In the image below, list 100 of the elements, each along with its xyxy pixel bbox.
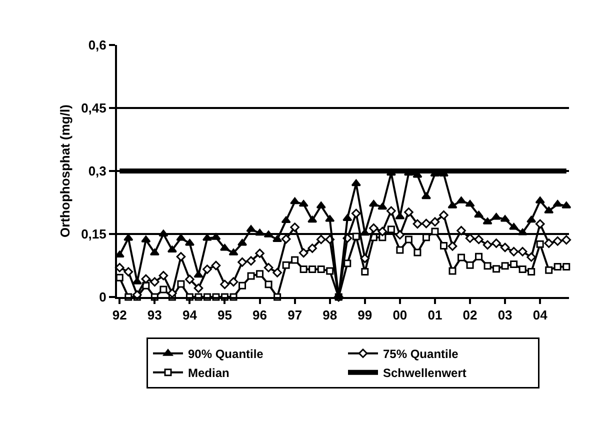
point [132, 278, 142, 284]
point [352, 232, 360, 240]
y-tick-label: 0,45 [81, 100, 106, 116]
point [184, 238, 194, 246]
y-tick-label: 0 [99, 290, 106, 305]
x-tick-label: 01 [428, 308, 442, 323]
point [325, 215, 335, 222]
point [272, 235, 282, 242]
x-tick-label: 93 [147, 308, 162, 323]
point [298, 200, 308, 207]
point [264, 280, 272, 288]
point [361, 268, 369, 276]
point [308, 216, 318, 223]
point [290, 222, 300, 232]
point [509, 246, 518, 256]
point [554, 263, 562, 271]
point [194, 284, 204, 293]
point [378, 202, 388, 210]
y-tick-label: 0,15 [81, 226, 106, 242]
point [500, 242, 510, 252]
point [369, 223, 378, 233]
x-tick-label: 99 [358, 308, 372, 323]
point [177, 280, 185, 288]
point [404, 168, 414, 176]
point [395, 230, 405, 240]
point [202, 264, 212, 274]
point [158, 270, 168, 280]
point [562, 235, 572, 245]
point [254, 228, 265, 236]
point [246, 256, 256, 266]
point [211, 260, 221, 270]
point [544, 206, 554, 214]
x-tick-label: 00 [392, 308, 408, 323]
point [518, 266, 526, 274]
point [386, 206, 396, 216]
point [160, 286, 168, 294]
point [386, 168, 396, 176]
legend-label: 90% Quantile [188, 347, 264, 361]
y-tick-label: 0,3 [88, 164, 106, 179]
point [308, 244, 317, 253]
x-tick-label: 95 [218, 308, 232, 323]
point [360, 254, 370, 264]
point [474, 210, 484, 218]
point [281, 216, 291, 224]
point [368, 200, 378, 207]
point [492, 265, 500, 273]
point [544, 238, 554, 248]
point [535, 196, 545, 204]
point [158, 230, 168, 236]
point [510, 260, 518, 268]
point [387, 226, 395, 234]
legend-label: 75% Quantile [383, 347, 459, 361]
point [264, 262, 274, 272]
point [228, 248, 238, 256]
point [272, 268, 282, 278]
point [484, 262, 492, 270]
point [194, 270, 204, 278]
point [282, 261, 290, 269]
point [501, 262, 509, 270]
point [211, 233, 221, 240]
y-axis-title: Orthophosphat (mg/l) [58, 104, 73, 238]
x-tick-label: 94 [182, 308, 198, 323]
point [185, 274, 194, 284]
point [255, 248, 264, 258]
point [465, 200, 475, 207]
point [256, 270, 264, 278]
point [430, 217, 440, 226]
point [141, 236, 151, 242]
point [202, 234, 212, 241]
point [448, 202, 458, 208]
x-tick-label: 92 [112, 308, 127, 323]
point [281, 234, 291, 244]
point [431, 228, 439, 236]
x-tick-label: 98 [322, 308, 338, 323]
point [414, 248, 422, 256]
point [316, 234, 326, 244]
point [448, 242, 458, 251]
point [456, 226, 466, 236]
x-tick-label: 97 [288, 308, 302, 323]
point [298, 248, 308, 258]
point [395, 212, 405, 220]
point [404, 236, 412, 244]
point [238, 282, 246, 290]
point [238, 257, 247, 267]
point [474, 234, 484, 244]
point [342, 214, 352, 221]
point [492, 238, 501, 248]
point [535, 219, 545, 229]
point [290, 197, 300, 204]
point [141, 274, 151, 284]
x-tick-label: 03 [498, 308, 512, 323]
point [316, 202, 326, 208]
point [114, 262, 124, 272]
point [412, 219, 422, 229]
point [482, 240, 492, 250]
point [562, 202, 572, 208]
point [545, 266, 553, 274]
point [421, 192, 432, 200]
point [247, 272, 255, 280]
point [439, 210, 448, 220]
